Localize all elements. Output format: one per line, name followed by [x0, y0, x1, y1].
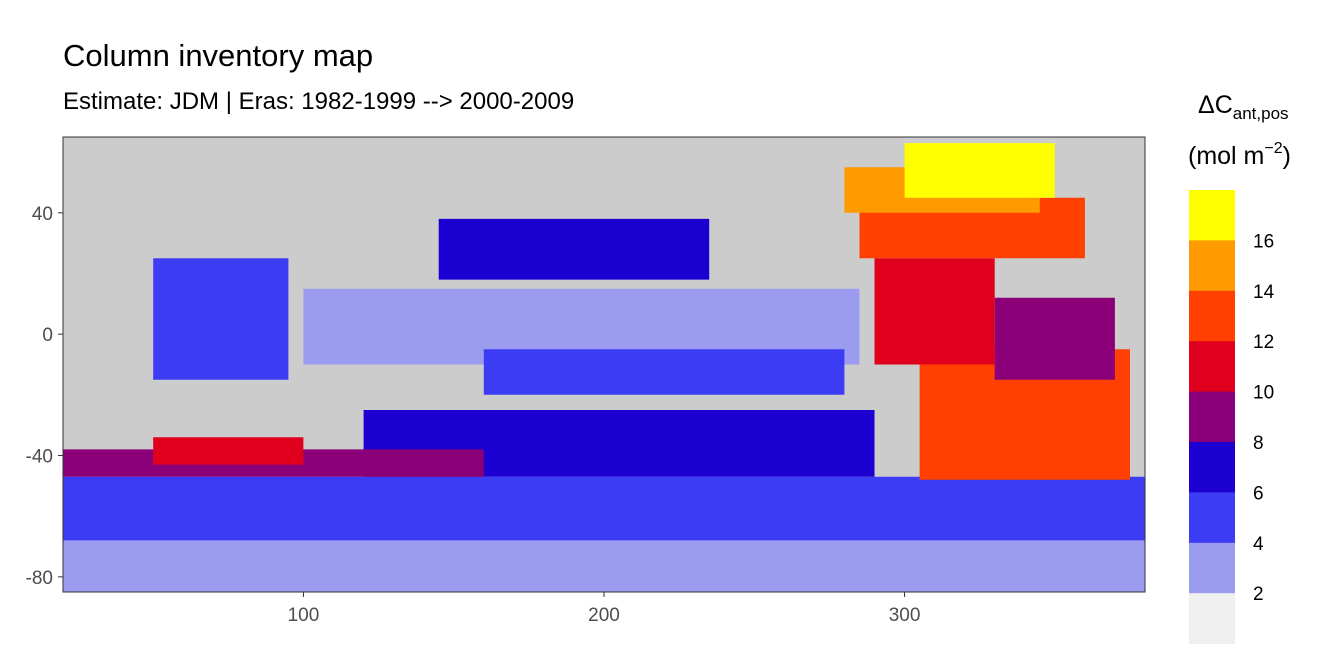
region-atlantic-north-gulf: [844, 167, 1040, 213]
legend: ΔCant,pos (mol m−2) 2 4 6 8 10 12 14 16: [1188, 91, 1291, 645]
ocean-regions: [63, 143, 1145, 592]
legend-label: 8: [1253, 433, 1264, 454]
legend-label: 14: [1253, 282, 1275, 303]
legend-key: [1189, 542, 1235, 594]
legend-label: 10: [1253, 383, 1274, 404]
legend-key: [1189, 492, 1235, 544]
plot-panel-border: [62, 136, 1146, 593]
legend-label: 16: [1253, 231, 1274, 252]
x-tick-label: 100: [288, 605, 320, 626]
x-tick-label: 300: [889, 605, 921, 626]
legend-key: [1189, 391, 1235, 443]
legend-unit-suffix: ): [1283, 142, 1291, 170]
region-pacific-south-sub: [483, 349, 845, 395]
region-indian-core: [153, 437, 304, 465]
chart-subtitle: Estimate: JDM | Eras: 1982-1999 --> 2000…: [63, 88, 575, 115]
legend-key: [1189, 240, 1235, 292]
y-tick-label: 40: [32, 204, 53, 225]
y-tick-label: -80: [26, 568, 53, 589]
legend-key: [1189, 442, 1235, 493]
legend-title-subscript: ant,pos: [1233, 104, 1289, 123]
region-atlantic-north-mid: [859, 197, 1085, 259]
region-southern-ocean-coastal: [63, 540, 1145, 592]
legend-key: [1189, 190, 1235, 241]
legend-unit: (mol m−2): [1188, 140, 1291, 170]
legend-label: 4: [1253, 534, 1264, 555]
region-atlantic-trop-mid: [994, 297, 1115, 380]
region-indian-south-pacific-mid: [363, 410, 875, 477]
y-tick-label: 0: [42, 325, 53, 346]
legend-unit-superscript: −2: [1264, 140, 1282, 157]
x-tick-label: 200: [588, 605, 620, 626]
y-tick-label: -40: [26, 447, 53, 468]
legend-key: [1189, 290, 1235, 342]
plot-panel-background: [63, 137, 1145, 592]
legend-title: ΔCant,pos: [1198, 91, 1289, 123]
region-indian-north: [153, 258, 289, 380]
legend-key: [1189, 341, 1235, 393]
region-southern-ocean-band: [63, 476, 1145, 541]
chart-title: Column inventory map: [63, 38, 374, 73]
region-atlantic-north-high: [904, 143, 1055, 198]
region-atlantic-trop-west: [874, 258, 995, 365]
region-indian-belt: [63, 449, 484, 477]
legend-label: 6: [1253, 483, 1264, 504]
region-atlantic-south-bulk: [919, 349, 1130, 480]
legend-label: 12: [1253, 332, 1274, 353]
region-north-pacific-gyre: [438, 218, 710, 280]
legend-key: [1189, 593, 1235, 645]
legend-label: 2: [1253, 584, 1264, 605]
region-pacific-equator: [303, 288, 860, 365]
